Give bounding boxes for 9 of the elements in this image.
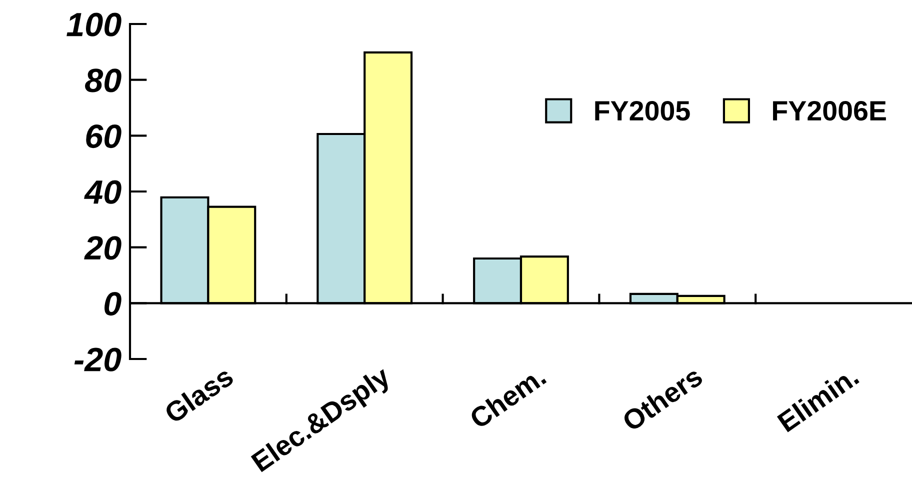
legend-label: FY2005 <box>595 100 690 121</box>
legend-label: FY2006E <box>773 100 886 121</box>
y-tick-label: 80 <box>85 68 122 92</box>
y-tick-label: 40 <box>84 180 122 204</box>
y-tick-label: 100 <box>66 12 122 36</box>
y-tick-label: 60 <box>86 124 122 148</box>
y-tick-label: 0 <box>104 292 122 316</box>
y-tick-label: -20 <box>74 348 122 372</box>
y-tick-label: 20 <box>84 236 122 260</box>
